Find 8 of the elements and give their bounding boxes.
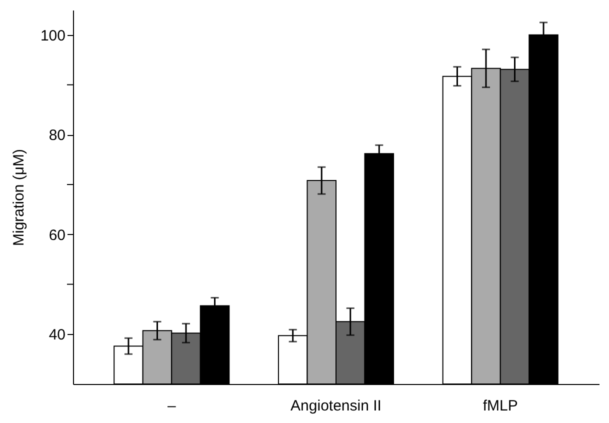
y-tick-label: 60 xyxy=(48,226,66,244)
y-tick-label: 80 xyxy=(48,127,66,144)
x-tick-label: – xyxy=(167,398,176,414)
y-axis-title: Migration (μM) xyxy=(10,149,28,246)
y-tick-label: 100 xyxy=(40,27,66,44)
x-tick-label: fMLP xyxy=(482,398,518,414)
y-tick-label: 40 xyxy=(48,326,66,344)
x-tick-label: Angiotensin II xyxy=(290,398,382,414)
